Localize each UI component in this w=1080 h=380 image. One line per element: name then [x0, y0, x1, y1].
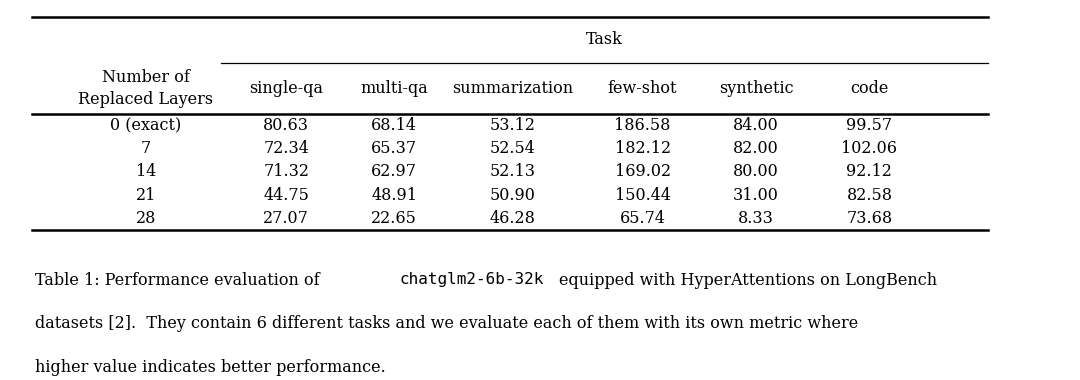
Text: 14: 14: [136, 163, 156, 180]
Text: few-shot: few-shot: [608, 80, 677, 97]
Text: 73.68: 73.68: [847, 210, 892, 227]
Text: code: code: [850, 80, 889, 97]
Text: summarization: summarization: [453, 80, 573, 97]
Text: 65.37: 65.37: [372, 140, 417, 157]
Text: 80.00: 80.00: [733, 163, 779, 180]
Text: 84.00: 84.00: [733, 117, 779, 134]
Text: 82.58: 82.58: [847, 187, 892, 204]
Text: 169.02: 169.02: [615, 163, 671, 180]
Text: 186.58: 186.58: [615, 117, 671, 134]
Text: 8.33: 8.33: [738, 210, 774, 227]
Text: 62.97: 62.97: [372, 163, 417, 180]
Text: equipped with HyperAttentions on LongBench: equipped with HyperAttentions on LongBen…: [559, 272, 937, 289]
Text: 50.90: 50.90: [490, 187, 536, 204]
Text: 71.32: 71.32: [264, 163, 309, 180]
Text: 82.00: 82.00: [733, 140, 779, 157]
Text: 102.06: 102.06: [841, 140, 897, 157]
Text: 31.00: 31.00: [733, 187, 779, 204]
Text: 52.13: 52.13: [490, 163, 536, 180]
Text: chatglm2-6b-32k: chatglm2-6b-32k: [400, 272, 544, 287]
Text: 27.07: 27.07: [264, 210, 309, 227]
Text: 44.75: 44.75: [264, 187, 309, 204]
Text: 65.74: 65.74: [620, 210, 665, 227]
Text: higher value indicates better performance.: higher value indicates better performanc…: [35, 359, 386, 376]
Text: 182.12: 182.12: [615, 140, 671, 157]
Text: 22.65: 22.65: [372, 210, 417, 227]
Text: 7: 7: [140, 140, 151, 157]
Text: 80.63: 80.63: [264, 117, 309, 134]
Text: 0 (exact): 0 (exact): [110, 117, 181, 134]
Text: Task: Task: [586, 32, 623, 48]
Text: multi-qa: multi-qa: [361, 80, 428, 97]
Text: 150.44: 150.44: [615, 187, 671, 204]
Text: 92.12: 92.12: [847, 163, 892, 180]
Text: 53.12: 53.12: [490, 117, 536, 134]
Text: 46.28: 46.28: [490, 210, 536, 227]
Text: synthetic: synthetic: [718, 80, 794, 97]
Text: 28: 28: [136, 210, 156, 227]
Text: Number of
Replaced Layers: Number of Replaced Layers: [78, 69, 214, 108]
Text: single-qa: single-qa: [249, 80, 323, 97]
Text: 68.14: 68.14: [372, 117, 417, 134]
Text: 21: 21: [136, 187, 156, 204]
Text: 72.34: 72.34: [264, 140, 309, 157]
Text: 48.91: 48.91: [372, 187, 417, 204]
Text: 52.54: 52.54: [490, 140, 536, 157]
Text: 99.57: 99.57: [847, 117, 892, 134]
Text: datasets [2].  They contain 6 different tasks and we evaluate each of them with : datasets [2]. They contain 6 different t…: [35, 315, 858, 332]
Text: Table 1: Performance evaluation of: Table 1: Performance evaluation of: [35, 272, 324, 289]
